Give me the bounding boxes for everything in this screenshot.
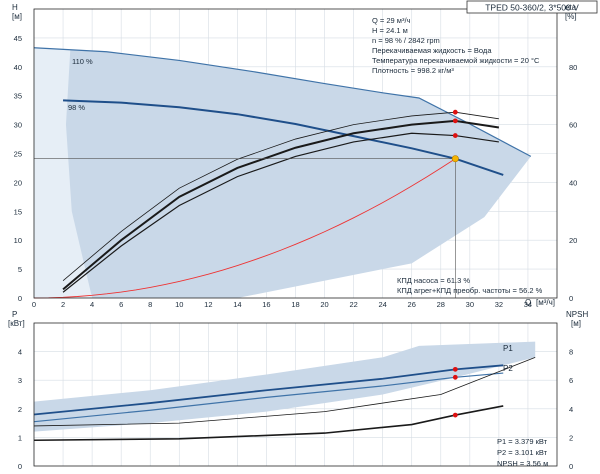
npsh-tick-label: 4: [569, 405, 573, 414]
h-tick-label: 30: [14, 121, 22, 130]
y-axis-title-p: P: [12, 310, 17, 319]
system-curve: [33, 158, 456, 299]
minimum-flow-band: [34, 47, 93, 299]
npsh-tick-label: 2: [569, 433, 573, 442]
info-h: H = 24.1 м: [372, 26, 408, 35]
p-tick-label: 3: [18, 376, 22, 385]
top-plot-frame: [33, 8, 558, 299]
curve-p1: [33, 364, 504, 416]
curve-p2: [33, 372, 504, 423]
bottom-plot-frame: [33, 322, 558, 467]
x-tick-label: 32: [495, 300, 503, 309]
p-tick-label: 4: [18, 348, 22, 357]
info-temperature: Температура перекачиваемой жидкости = 20…: [372, 56, 540, 65]
x-tick-label: 20: [320, 300, 328, 309]
x-tick-label: 26: [408, 300, 416, 309]
speed-label-110: 110 %: [72, 57, 93, 66]
h-tick-label: 0: [18, 294, 22, 303]
y-axis-title-eta: eta: [565, 3, 577, 12]
p-tick-label: 0: [18, 462, 22, 471]
h-tick-label: 25: [14, 150, 22, 159]
curve-110-percent: [33, 47, 532, 157]
x-tick-label: 28: [437, 300, 445, 309]
curve-npsh-range: [33, 356, 536, 427]
top-series: [33, 47, 532, 299]
bottom-series: [33, 356, 536, 442]
efficiency-range-curve: [62, 111, 499, 281]
y-axis-unit-p: [кВт]: [8, 319, 25, 328]
markers: [451, 109, 459, 418]
y-axis-title-npsh: NPSH: [566, 310, 588, 319]
h-tick-label: 10: [14, 236, 22, 245]
y-axis-unit-h: [м]: [12, 12, 22, 21]
x-tick-label: 34: [524, 300, 532, 309]
x-tick-label: 16: [262, 300, 270, 309]
p-tick-label: 2: [18, 405, 22, 414]
power-p1: P1 = 3.379 кВт: [497, 437, 548, 446]
power-p2: P2 = 3.101 кВт: [497, 448, 548, 457]
y-axis-unit-npsh: [м]: [571, 319, 581, 328]
efficiency-marker: [452, 109, 458, 115]
x-tick-label: 22: [349, 300, 357, 309]
eff-pump: КПД насоса = 61.3 %: [397, 276, 470, 285]
h-tick-label: 40: [14, 63, 22, 72]
p2-marker: [452, 374, 458, 380]
efficiency-total-curve: [62, 132, 499, 293]
x-tick-label: 18: [291, 300, 299, 309]
info-n: n = 98 % / 2842 rpm: [372, 36, 440, 45]
speed-label-98: 98 %: [68, 103, 85, 112]
eta-tick-label: 20: [569, 236, 577, 245]
info-q: Q = 29 м³/ч: [372, 16, 411, 25]
h-tick-label: 45: [14, 34, 22, 43]
npsh-marker: [452, 412, 458, 418]
x-tick-label: 2: [61, 300, 65, 309]
x-tick-label: 30: [466, 300, 474, 309]
h-tick-label: 35: [14, 92, 22, 101]
operating-point-marker: [451, 155, 459, 163]
model-box: [466, 0, 598, 14]
p2-curve-label: P2: [503, 364, 513, 373]
efficiency-marker: [452, 133, 458, 138]
axes: [33, 8, 558, 467]
x-axis-title-top: Q: [525, 298, 531, 307]
p1-marker: [452, 366, 458, 372]
curve-npsh: [33, 405, 504, 442]
npsh-tick-label: 0: [569, 462, 573, 471]
info-liquid: Перекачиваемая жидкость = Вода: [372, 46, 492, 55]
x-tick-label: 24: [378, 300, 386, 309]
curve-98-percent: [63, 99, 504, 176]
h-tick-label: 5: [18, 265, 22, 274]
efficiency-marker: [452, 118, 458, 124]
eff-total: КПД агрег+КПД преобр. частоты = 56.2 %: [397, 286, 543, 295]
y-axis-title-h: H: [12, 3, 18, 12]
info-density: Плотность = 998.2 кг/м³: [372, 66, 454, 75]
x-tick-label: 8: [148, 300, 152, 309]
npsh-tick-label: 8: [569, 348, 573, 357]
h-tick-label: 20: [14, 178, 22, 187]
x-tick-label: 6: [119, 300, 123, 309]
x-tick-label: 10: [175, 300, 183, 309]
eta-tick-label: 40: [569, 178, 577, 187]
x-axis-unit-top: [м³/ч]: [536, 298, 555, 307]
h-tick-label: 15: [14, 207, 22, 216]
eta-tick-label: 80: [569, 63, 577, 72]
top-envelope: [34, 47, 531, 299]
tick-labels: 0 2 4 6 8 10 12 14 16 18 20 22 24 26 28 30 32 34051015202…: [14, 5, 582, 471]
npsh-tick-label: 6: [569, 376, 573, 385]
power-npsh: NPSH = 3.56 м: [497, 459, 548, 468]
y-axis-unit-eta: [%]: [565, 12, 577, 21]
model-label: TPED 50-360/2, 3*500 V: [485, 3, 579, 13]
efficiency-pump-curve: [62, 119, 500, 291]
eta-tick-label: 0: [569, 294, 573, 303]
operating-envelope: [34, 47, 531, 299]
x-tick-label: 4: [90, 300, 94, 309]
eta-tick-label: 60: [569, 121, 577, 130]
x-tick-label: 14: [233, 300, 241, 309]
p1-curve-label: P1: [503, 344, 513, 353]
p-tick-label: 1: [18, 433, 22, 442]
x-tick-label: 12: [204, 300, 212, 309]
x-tick-label: 0: [32, 300, 36, 309]
